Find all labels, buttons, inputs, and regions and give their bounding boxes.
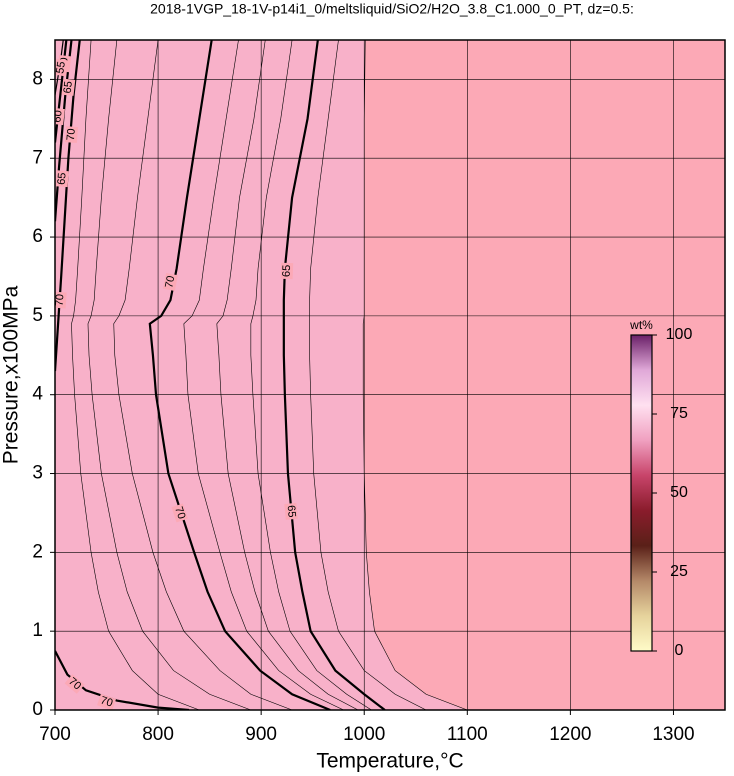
- contour-line: [216, 40, 359, 710]
- plot-frame: [54, 39, 726, 711]
- contour-label-background: [284, 502, 298, 520]
- chart-title: 2018-1VGP_18-1V-p14i1_0/meltsliquid/SiO2…: [150, 1, 634, 17]
- contour-label-background: [55, 170, 69, 188]
- contour-label-background: [64, 674, 85, 694]
- x-tick-label: 800: [142, 724, 174, 745]
- colorbar-tick-label: 0: [675, 642, 684, 659]
- colorbar-label: wt%: [629, 318, 653, 332]
- y-tick-label: 8: [32, 68, 43, 89]
- y-tick-label: 7: [32, 147, 43, 168]
- y-tick-label: 4: [32, 384, 43, 405]
- contour-line: [113, 40, 293, 710]
- contour-label: 70: [64, 674, 85, 694]
- contour-label: 70: [163, 272, 178, 291]
- contour-line: [309, 40, 427, 710]
- contour-label-background: [163, 272, 178, 291]
- contour-label-background: [171, 503, 188, 523]
- contour-line: [87, 40, 251, 710]
- x-tick-label: 1000: [343, 724, 385, 745]
- colorbar-tick-label: 25: [670, 563, 688, 580]
- contour-label: 55: [54, 58, 69, 77]
- contour-label-background: [61, 78, 76, 96]
- y-tick-label: 0: [32, 699, 43, 720]
- contour-line: [250, 40, 372, 710]
- contour-label-text: 70: [99, 694, 114, 709]
- contour-label-text: 65: [56, 172, 69, 185]
- contour-label-text: 65: [285, 505, 298, 518]
- y-tick-label: 6: [32, 226, 43, 247]
- contour-label: 70: [64, 126, 79, 144]
- contour-label: 65: [284, 502, 298, 520]
- contour-label: 60: [51, 107, 65, 126]
- y-tick-label: 2: [32, 541, 43, 562]
- y-axis-label: Pressure,x100MPa: [0, 285, 23, 464]
- x-tick-label: 700: [39, 724, 71, 745]
- contour-label-text: 70: [163, 275, 177, 289]
- contour-line: [183, 40, 344, 710]
- y-tick-label: 1: [32, 620, 43, 641]
- contour-label-background: [55, 291, 67, 309]
- contour-label-background: [55, 107, 65, 126]
- contour-label: 65: [280, 262, 294, 280]
- x-tick-label: 1300: [652, 724, 694, 745]
- contour-label-text: 55: [54, 61, 68, 75]
- contour-label: 65: [55, 170, 69, 188]
- contour-label-text: 70: [172, 505, 187, 520]
- plot-area: 65657070707070706565606055: [51, 40, 725, 710]
- contour-label: 70: [171, 503, 188, 523]
- colorbar-tick-label: 100: [666, 326, 693, 343]
- contour-label-text: 70: [54, 294, 67, 307]
- contour-label-text: 70: [65, 128, 78, 141]
- contour-label-text: 60: [51, 110, 64, 124]
- x-tick-label: 1200: [549, 724, 591, 745]
- contour-label-background: [97, 693, 117, 710]
- colorbar: [630, 334, 653, 652]
- contour-line: [148, 40, 331, 710]
- colorbar-tick-label: 50: [670, 484, 688, 501]
- contour-label: 65: [61, 78, 76, 96]
- contour-label-background: [64, 126, 79, 144]
- contour-label-background: [55, 58, 69, 77]
- x-axis-label: Temperature,°C: [316, 750, 463, 773]
- contour-label: 70: [54, 291, 67, 309]
- contour-line: [362, 40, 468, 710]
- contour-line: [71, 40, 200, 710]
- x-tick-label: 900: [245, 724, 277, 745]
- colorbar-tick-label: 75: [670, 405, 688, 422]
- contour-label: 70: [97, 693, 117, 710]
- contour-line: [282, 40, 386, 710]
- contour-label-text: 65: [281, 265, 293, 278]
- x-tick-label: 1100: [447, 724, 488, 745]
- contour-label-background: [280, 262, 294, 280]
- y-tick-label: 3: [32, 463, 43, 484]
- y-tick-label: 5: [32, 305, 43, 326]
- contour-label-text: 65: [62, 81, 75, 95]
